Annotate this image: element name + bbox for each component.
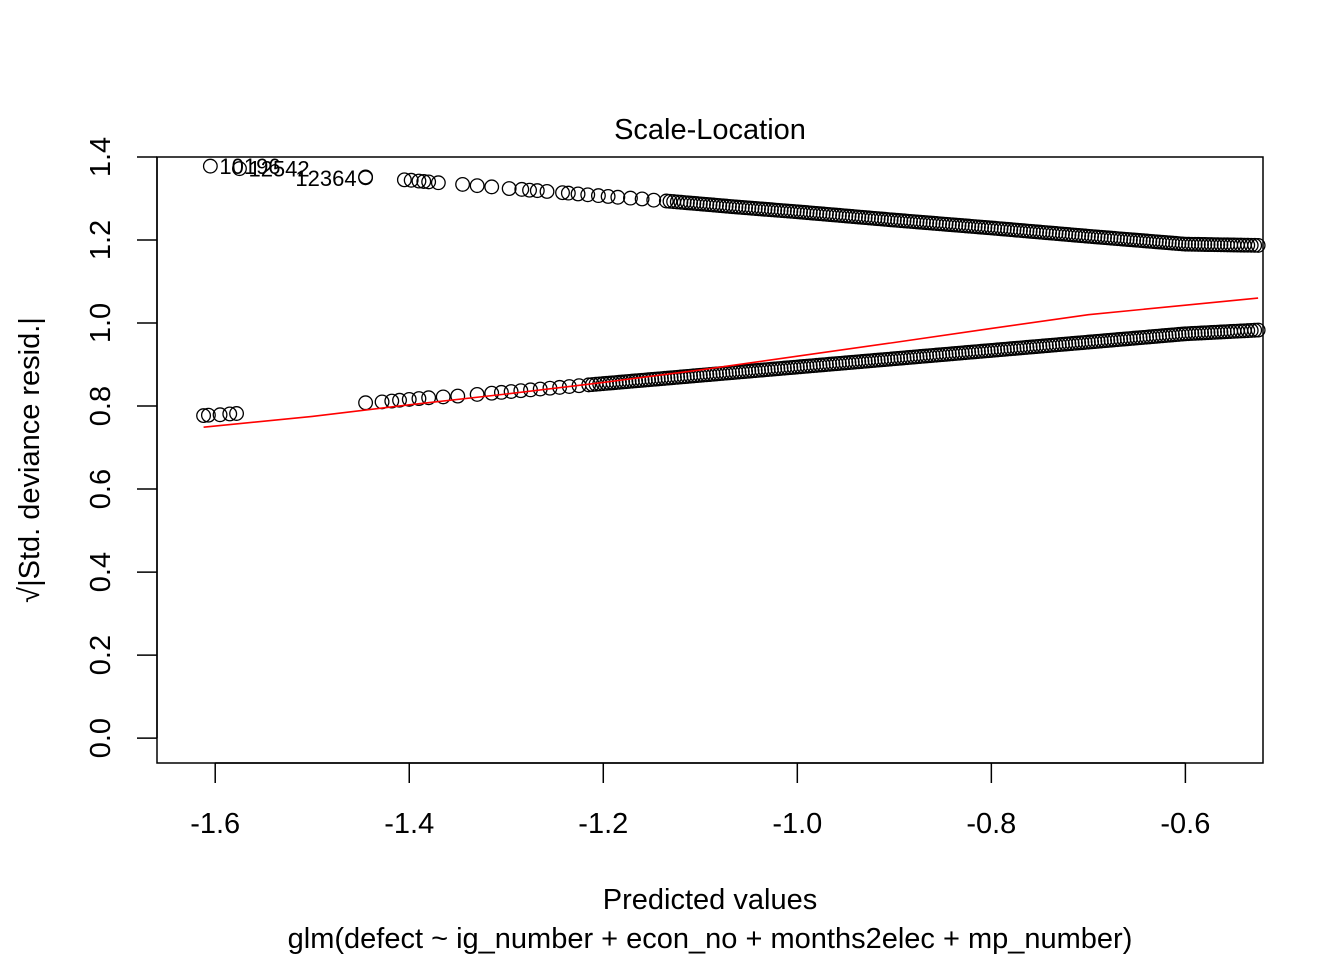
data-point [1190,236,1206,252]
data-point [590,188,606,204]
data-point [411,391,427,407]
smoother-line [203,297,1259,428]
data-point [469,386,485,402]
y-tick-label: 0.8 [85,386,117,426]
data-point [1184,236,1200,252]
data-point [1247,237,1263,253]
y-tick-label: 0.0 [85,718,117,758]
y-tick-label: 0.6 [85,469,117,509]
data-point [529,183,545,199]
y-tick-label: 1.0 [85,303,117,343]
y-tick-label: 1.2 [85,220,117,260]
y-tick-label: 0.2 [85,635,117,675]
data-point [560,185,576,201]
data-point [1213,237,1229,253]
x-tick-label: -1.2 [578,808,628,840]
data-point [401,391,417,407]
data-point [421,174,437,190]
point-id-label: 10196 [219,154,280,179]
data-point [1177,236,1193,252]
data-point [610,189,626,205]
y-axis-label: √|Std. deviance resid.| [14,317,46,603]
data-point [384,393,400,409]
data-point [1194,236,1210,252]
data-point [450,388,466,404]
data-point [222,406,238,422]
x-tick-label: -0.8 [966,808,1016,840]
data-point [646,192,662,208]
data-point [1197,237,1213,252]
data-point [1250,237,1266,253]
data-point [396,172,412,188]
point-id-label: 12542 [248,157,309,182]
data-point [392,392,407,408]
data-point [1200,237,1216,253]
data-point [411,173,427,189]
data-point [469,178,485,194]
data-point [580,187,596,203]
y-tick-label: 1.4 [85,137,117,177]
data-point [503,384,519,399]
data-point [1203,237,1219,253]
data-point [1210,237,1226,253]
data-point [212,407,228,423]
data-point [1243,322,1259,338]
data-point [455,176,471,192]
data-point [416,174,432,189]
x-tick-label: -1.4 [384,808,434,840]
data-point [200,407,216,423]
data-point [430,175,446,191]
data-point [1207,237,1222,253]
data-point [1187,236,1203,252]
chart-title: Scale-Location [614,114,806,146]
y-tick-label: 0.4 [85,552,117,592]
data-point [229,406,245,421]
data-point [514,181,530,197]
data-point [484,179,500,195]
y-axis: 0.0 0.2 0.4 0.6 0.8 1.0 1.2 1.4 [85,137,158,758]
data-point [358,170,374,186]
data-point [622,190,638,206]
x-tick-label: -0.6 [1160,808,1210,840]
data-point [1250,322,1266,338]
data-point [1243,237,1259,253]
data-point [570,186,586,202]
data-point [634,191,650,207]
point-id-label: 12364 [295,166,356,191]
data-point [600,188,616,204]
x-axis-subtitle: glm(defect ~ ig_number + econ_no + month… [288,923,1133,955]
x-tick-label: -1.0 [772,808,822,840]
data-point [403,172,419,188]
data-point [522,182,537,198]
data-point [1240,237,1256,253]
data-point [435,389,451,405]
data-point [202,158,218,174]
x-axis: -1.6 -1.4 -1.2 -1.0 -0.8 -0.6 [190,762,1210,840]
data-point [501,181,517,196]
data-point [539,184,555,199]
data-point [196,408,212,424]
data-point [484,385,500,401]
data-point [1181,236,1197,252]
x-axis-label: Predicted values [603,884,817,916]
data-point [555,185,570,201]
data-point [1240,323,1256,339]
data-point [1247,322,1263,338]
data-point [493,384,509,400]
data-point [232,161,247,177]
x-tick-label: -1.6 [190,808,240,840]
data-point [421,390,437,406]
